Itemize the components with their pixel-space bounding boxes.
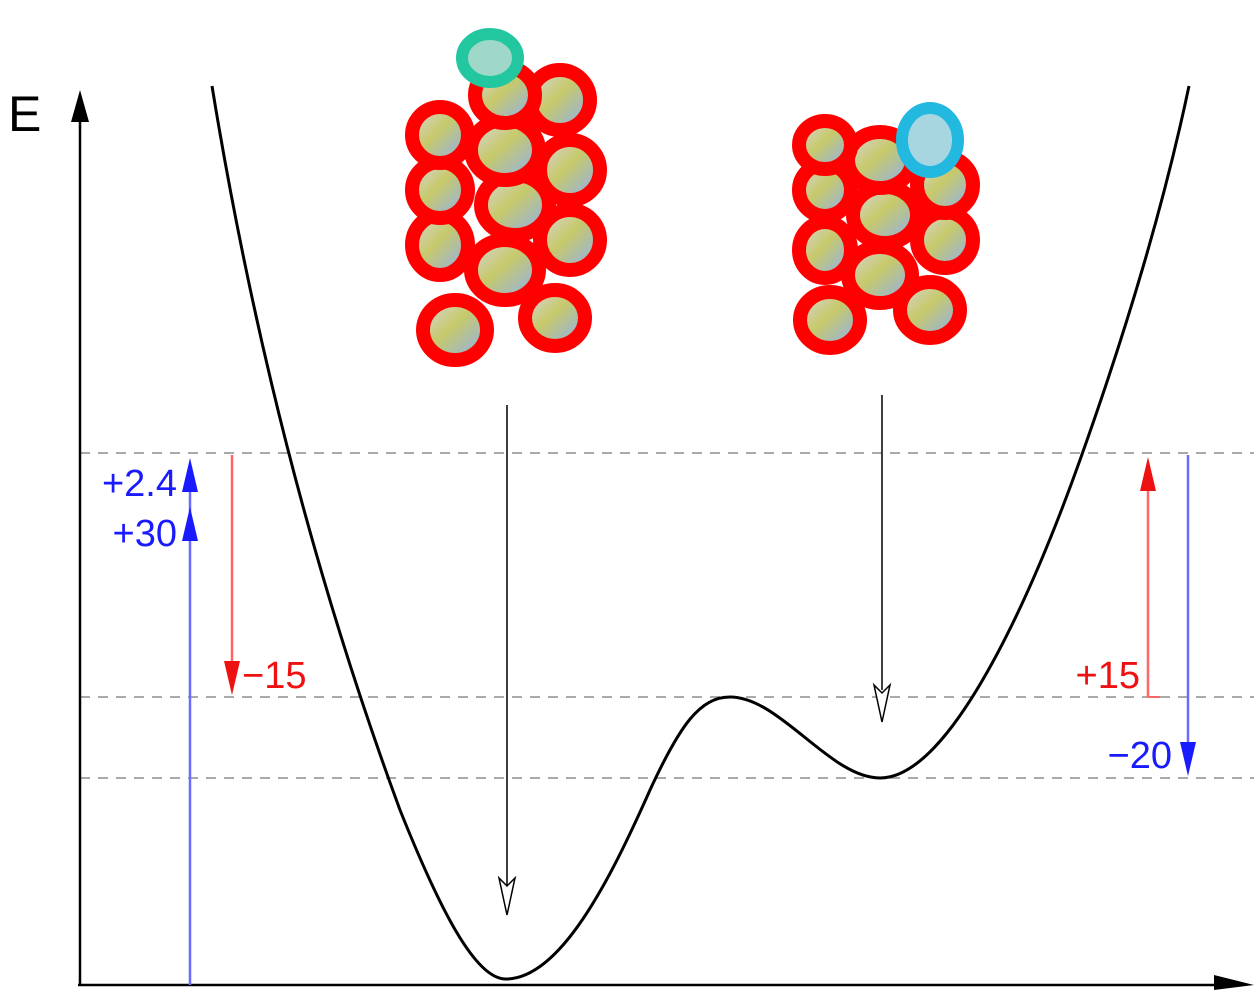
left-helix-bundle-image [405, 28, 607, 367]
left-red-arrowhead [224, 661, 240, 695]
left-blue-arrowhead-lower [182, 507, 198, 541]
right-structure-pointer-head [872, 682, 892, 723]
right-red-arrowhead [1140, 457, 1156, 491]
y-axis-label: E [8, 86, 41, 142]
right-red-label: +15 [1076, 655, 1140, 697]
left-blue-label-bottom: +30 [113, 513, 177, 555]
energy-curve [210, 85, 1191, 981]
left-blue-label-top: +2.4 [102, 463, 177, 505]
left-structure-pointer-head [497, 875, 517, 916]
left-red-label: −15 [242, 655, 306, 697]
right-helix-bundle-image [792, 102, 980, 355]
right-blue-arrowhead [1180, 742, 1196, 776]
left-blue-arrowhead-upper [182, 458, 198, 492]
right-blue-label: −20 [1108, 735, 1172, 777]
x-axis-arrowhead [1214, 975, 1254, 990]
y-axis-arrowhead [71, 90, 89, 122]
